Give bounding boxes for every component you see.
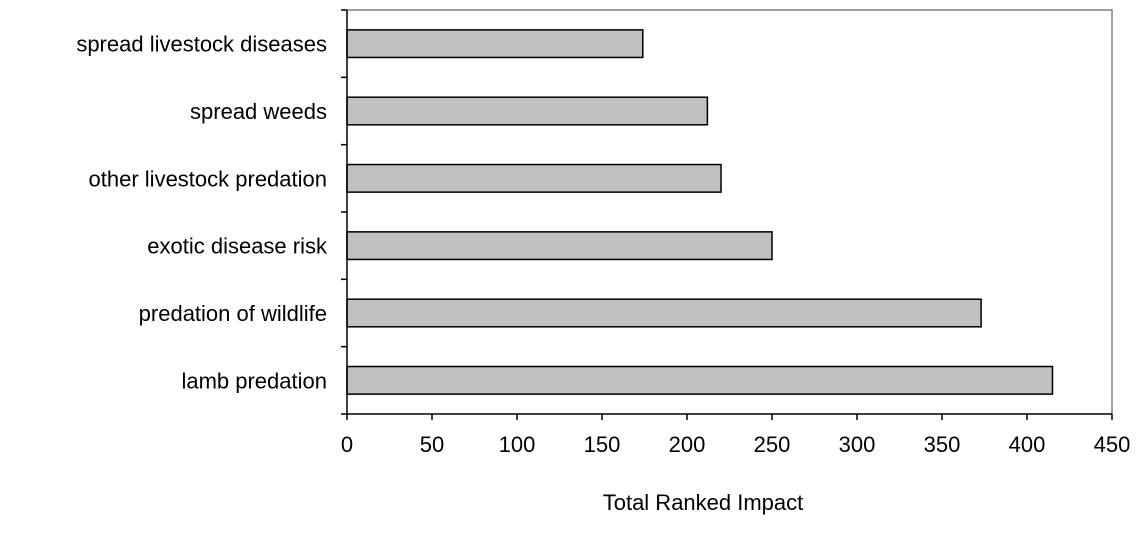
bar <box>346 365 1054 395</box>
bar-series <box>346 29 1054 395</box>
bar <box>346 298 982 328</box>
x-tick-label: 50 <box>420 432 444 457</box>
bar <box>346 96 709 126</box>
x-tick-label: 200 <box>669 432 706 457</box>
x-axis-title: Total Ranked Impact <box>603 490 804 515</box>
bar <box>346 231 773 261</box>
category-label: spread weeds <box>190 99 327 124</box>
category-label: lamb predation <box>181 368 327 393</box>
x-tick-label: 450 <box>1094 432 1131 457</box>
x-tick-label: 250 <box>754 432 791 457</box>
bar <box>346 163 722 193</box>
x-tick-label: 100 <box>499 432 536 457</box>
x-tick-label: 400 <box>1009 432 1046 457</box>
category-label: predation of wildlife <box>139 301 327 326</box>
plot-area <box>347 9 1113 414</box>
category-label: exotic disease risk <box>147 234 328 259</box>
x-tick-label: 350 <box>924 432 961 457</box>
category-label: other livestock predation <box>89 166 327 191</box>
x-tick-label: 300 <box>839 432 876 457</box>
x-tick-label: 0 <box>341 432 353 457</box>
axis-labels: Total Ranked Impact spread livestock dis… <box>76 32 803 515</box>
category-label: spread livestock diseases <box>76 32 327 57</box>
bar <box>346 29 644 59</box>
x-tick-label: 150 <box>584 432 621 457</box>
axes: 0 50 100 150 200 250 300 350 400 450 <box>341 9 1131 457</box>
plot-border <box>347 9 1113 414</box>
